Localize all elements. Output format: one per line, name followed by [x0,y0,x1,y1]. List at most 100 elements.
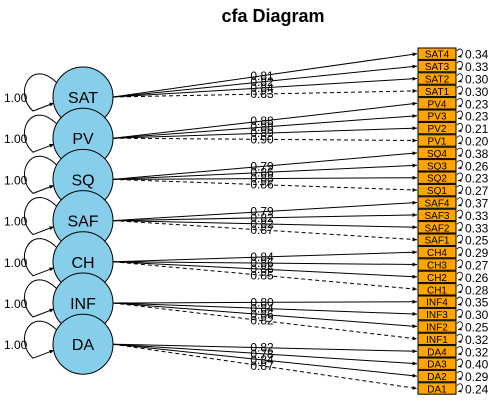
loading-edge [112,261,418,291]
loading-label: 0.86 [250,165,274,179]
indicator-box-pv1 [417,134,457,147]
latent-variance-label: 1.00 [4,132,28,146]
indicator-label: DA4 [427,347,447,358]
latent-label: CH [71,255,94,272]
residual-label: 0.30 [465,85,489,99]
residual-label: 0.32 [465,345,489,359]
indicator-box-pv2 [417,121,457,135]
loading-edge [112,220,418,230]
residual-label: 0.32 [465,333,489,347]
loading-edge [112,101,418,139]
residual-loop [456,197,463,207]
indicator-label: CH3 [427,261,447,272]
loading-label: 0.84 [250,353,274,367]
residual-loop [456,110,463,120]
indicator-box-sq1 [417,183,457,197]
residual-loop [456,296,463,306]
loading-edge [112,343,418,354]
loading-label: 0.82 [250,217,274,231]
latent-label: INF [70,296,96,313]
indicator-label: SAF4 [424,199,449,210]
loading-label: 0.79 [250,205,274,219]
indicator-label: PV2 [428,124,447,135]
residual-loop [456,259,463,269]
indicator-box-inf2 [417,320,457,333]
indicator-box-sat4 [417,47,457,60]
loading-label: 0.89 [250,126,274,140]
latent-variance-label: 1.00 [4,256,28,270]
residual-label: 0.26 [465,159,489,173]
residual-label: 0.33 [465,60,489,74]
loading-label: 0.82 [250,314,274,328]
indicator-box-ch1 [417,283,457,296]
residual-loop [456,284,463,294]
indicator-box-saf1 [417,233,457,246]
residual-loop [456,271,463,282]
loading-edge [112,343,418,366]
indicator-label: SQ1 [427,186,447,197]
loading-label: 0.86 [250,262,274,276]
indicator-label: SAT4 [425,50,450,61]
loading-label: 0.86 [250,308,274,322]
latent-nodes: SAT PV SQ SAF CH INF DA [52,66,114,375]
loading-label: 0.84 [250,250,274,264]
loading-label: 0.82 [250,211,274,225]
residual-label: 0.29 [465,370,489,384]
indicator-box-da3 [417,357,457,370]
residual-loop [456,246,463,257]
indicator-box-da4 [417,345,457,358]
indicator-box-saf2 [417,221,457,234]
indicator-box-da1 [417,382,457,395]
indicator-label: DA2 [427,372,447,383]
residual-loop [456,184,463,195]
loading-edge [112,302,418,341]
loading-edge [112,200,418,222]
variance-loop [24,114,58,153]
residual-label: 0.30 [465,73,489,87]
residual-loop [456,48,463,58]
loading-edge [112,212,418,222]
latent-label: PV [72,131,94,148]
latent-variance-label: 1.00 [4,338,28,352]
loading-edge [112,343,418,390]
loading-label: 0.82 [250,341,274,355]
loading-label: 0.84 [250,301,274,315]
residual-label: 0.28 [465,283,489,297]
variance-loops: 1.00 1.00 1.00 1.00 1.00 1.00 1.00 [4,73,58,359]
indicator-box-saf4 [417,196,457,209]
residual-loop [456,383,463,393]
indicator-label: CH1 [427,285,447,296]
loading-edge [112,220,418,242]
loading-label: 0.84 [250,81,274,95]
residual-label: 0.35 [465,296,489,310]
residual-loop [456,85,463,96]
loading-edge [112,76,418,98]
loading-edge [112,299,418,304]
loading-edge [112,52,418,98]
loading-label: 0.86 [250,256,274,270]
residual-loop [456,209,463,220]
residual-loop [456,370,463,381]
residual-loop [456,346,463,356]
loading-edge [112,175,418,180]
residual-loop [456,172,463,182]
indicator-box-ch2 [417,270,457,284]
indicator-box-inf3 [417,307,457,321]
residual-label: 0.40 [465,358,489,372]
indicator-label: PV4 [428,99,447,110]
indicator-box-sat3 [417,59,457,73]
residual-label: 0.25 [465,234,489,248]
residual-loop [456,358,463,368]
latent-label: DA [72,337,95,354]
variance-loop [24,320,58,359]
latent-label: SAF [67,214,98,231]
latent-node-da [52,313,114,375]
indicator-nodes: SAT4 0.34 SAT3 0.33 SAT2 0.30 SAT1 0.30 PV4 0.23 P… [417,47,489,397]
indicator-box-saf3 [417,208,457,222]
residual-loop [456,308,463,319]
latent-variance-label: 1.00 [4,91,28,105]
indicator-label: SAT2 [425,75,450,86]
indicator-box-sq2 [417,171,457,184]
indicator-box-ch3 [417,258,457,271]
indicator-box-ch4 [417,245,457,259]
